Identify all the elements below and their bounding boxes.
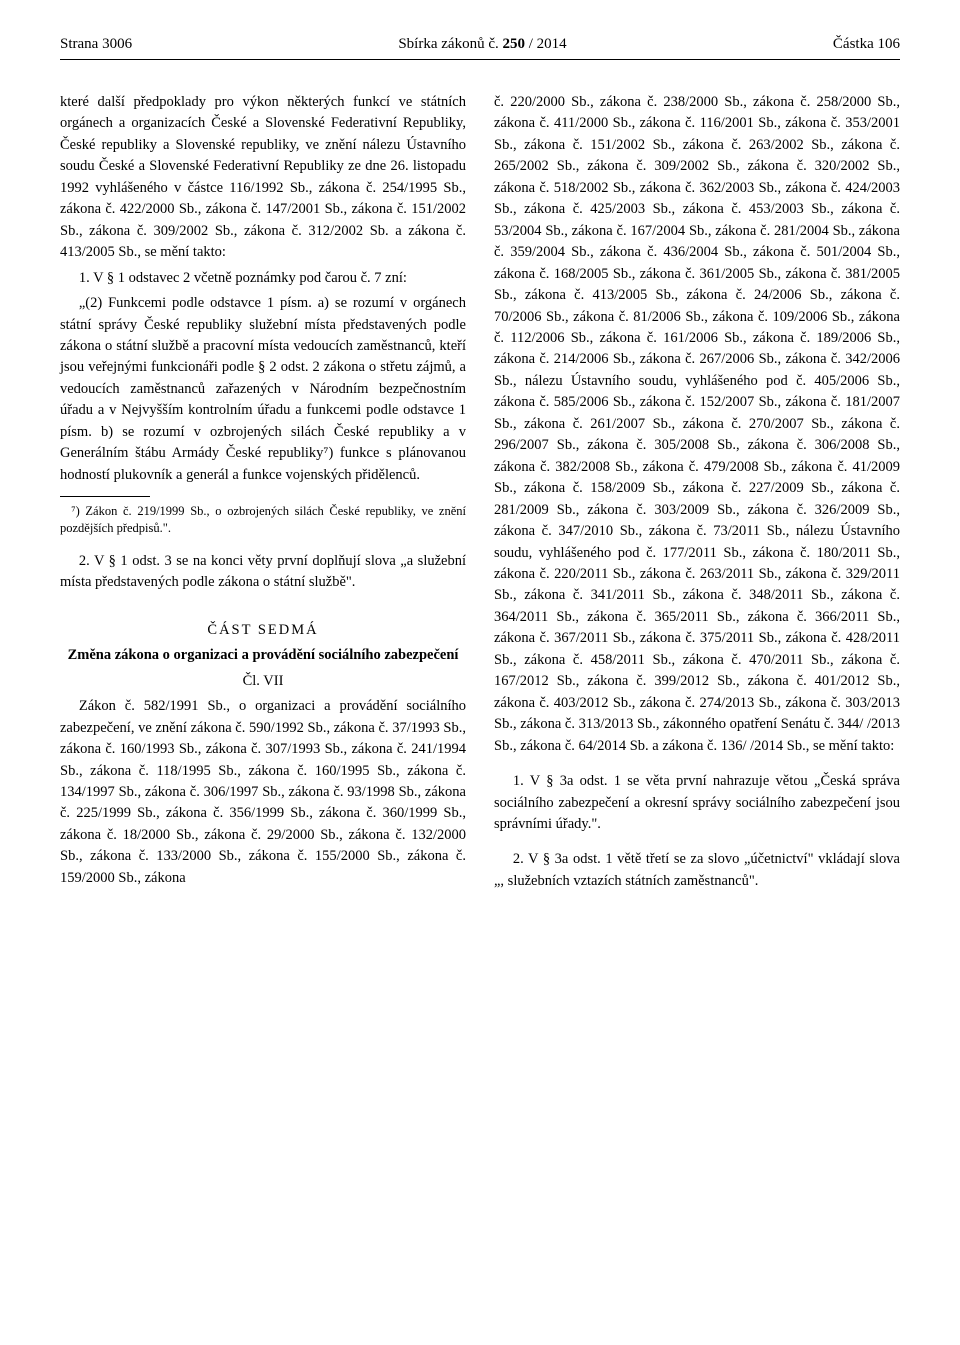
left-list-item-1: 1. V § 1 odstavec 2 včetně poznámky pod … [60,268,466,289]
left-list-item-2: 2. V § 1 odst. 3 se na konci věty první … [60,551,466,594]
part-subheading: Změna zákona o organizaci a provádění so… [60,645,466,666]
left-para-1: které další předpoklady pro výkon někter… [60,92,466,264]
right-column: č. 220/2000 Sb., zákona č. 238/2000 Sb.,… [494,92,900,896]
left-para-3: Zákon č. 582/1991 Sb., o organizaci a pr… [60,696,466,889]
header-part-number: Částka 106 [833,36,900,53]
text-columns: které další předpoklady pro výkon někter… [60,92,900,896]
part-heading: ČÁST SEDMÁ [60,620,466,641]
footnote-7: ⁷) Zákon č. 219/1999 Sb., o ozbrojených … [60,503,466,537]
left-column: které další předpoklady pro výkon někter… [60,92,466,896]
header-center-suffix: / 2014 [525,36,567,52]
right-para-1: č. 220/2000 Sb., zákona č. 238/2000 Sb.,… [494,92,900,757]
footnote-separator [60,496,150,497]
left-para-2: „(2) Funkcemi podle odstavce 1 písm. a) … [60,293,466,486]
right-list-item-1: 1. V § 3a odst. 1 se věta první nahrazuj… [494,771,900,835]
right-list-item-2: 2. V § 3a odst. 1 větě třetí se za slovo… [494,849,900,892]
header-center-prefix: Sbírka zákonů č. [398,36,502,52]
header-center-bold: 250 [502,36,525,52]
article-number: Čl. VII [60,671,466,692]
header-page-number: Strana 3006 [60,36,132,53]
page-header: Strana 3006 Sbírka zákonů č. 250 / 2014 … [60,36,900,60]
header-collection-title: Sbírka zákonů č. 250 / 2014 [398,36,566,53]
